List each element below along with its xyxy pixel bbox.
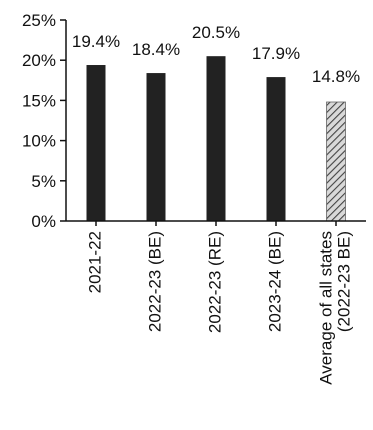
x-tick-label: 2022-23 (RE) [205, 231, 224, 333]
bar [86, 65, 106, 221]
data-label: 14.8% [312, 67, 360, 86]
data-label: 17.9% [252, 44, 300, 63]
x-tick-label: (2022-23 BE) [334, 231, 353, 332]
x-tick-label: 2022-23 (BE) [145, 231, 164, 332]
y-tick-label: 5% [31, 172, 56, 191]
bar [326, 101, 346, 222]
y-axis: 0% 5% 10% 15% 20% 25% [22, 11, 67, 231]
bars [86, 56, 346, 222]
data-label: 19.4% [72, 32, 120, 51]
x-tick-label: 2021-22 [85, 231, 104, 293]
data-labels: 19.4% 18.4% 20.5% 17.9% 14.8% [72, 23, 360, 86]
x-tick-label: 2023-24 (BE) [265, 231, 284, 332]
x-tick-label: Average of all states [316, 231, 335, 385]
y-tick-label: 0% [31, 212, 56, 231]
data-label: 20.5% [192, 23, 240, 42]
y-tick-label: 25% [22, 11, 56, 30]
y-tick-label: 15% [22, 91, 56, 110]
y-tick-label: 20% [22, 51, 56, 70]
y-tick-label: 10% [22, 132, 56, 151]
bar [206, 56, 226, 222]
x-axis: 2021-22 2022-23 (BE) 2022-23 (RE) 2023-24 (… [66, 220, 366, 385]
bar [146, 73, 166, 222]
data-label: 18.4% [132, 40, 180, 59]
bar [266, 77, 286, 221]
